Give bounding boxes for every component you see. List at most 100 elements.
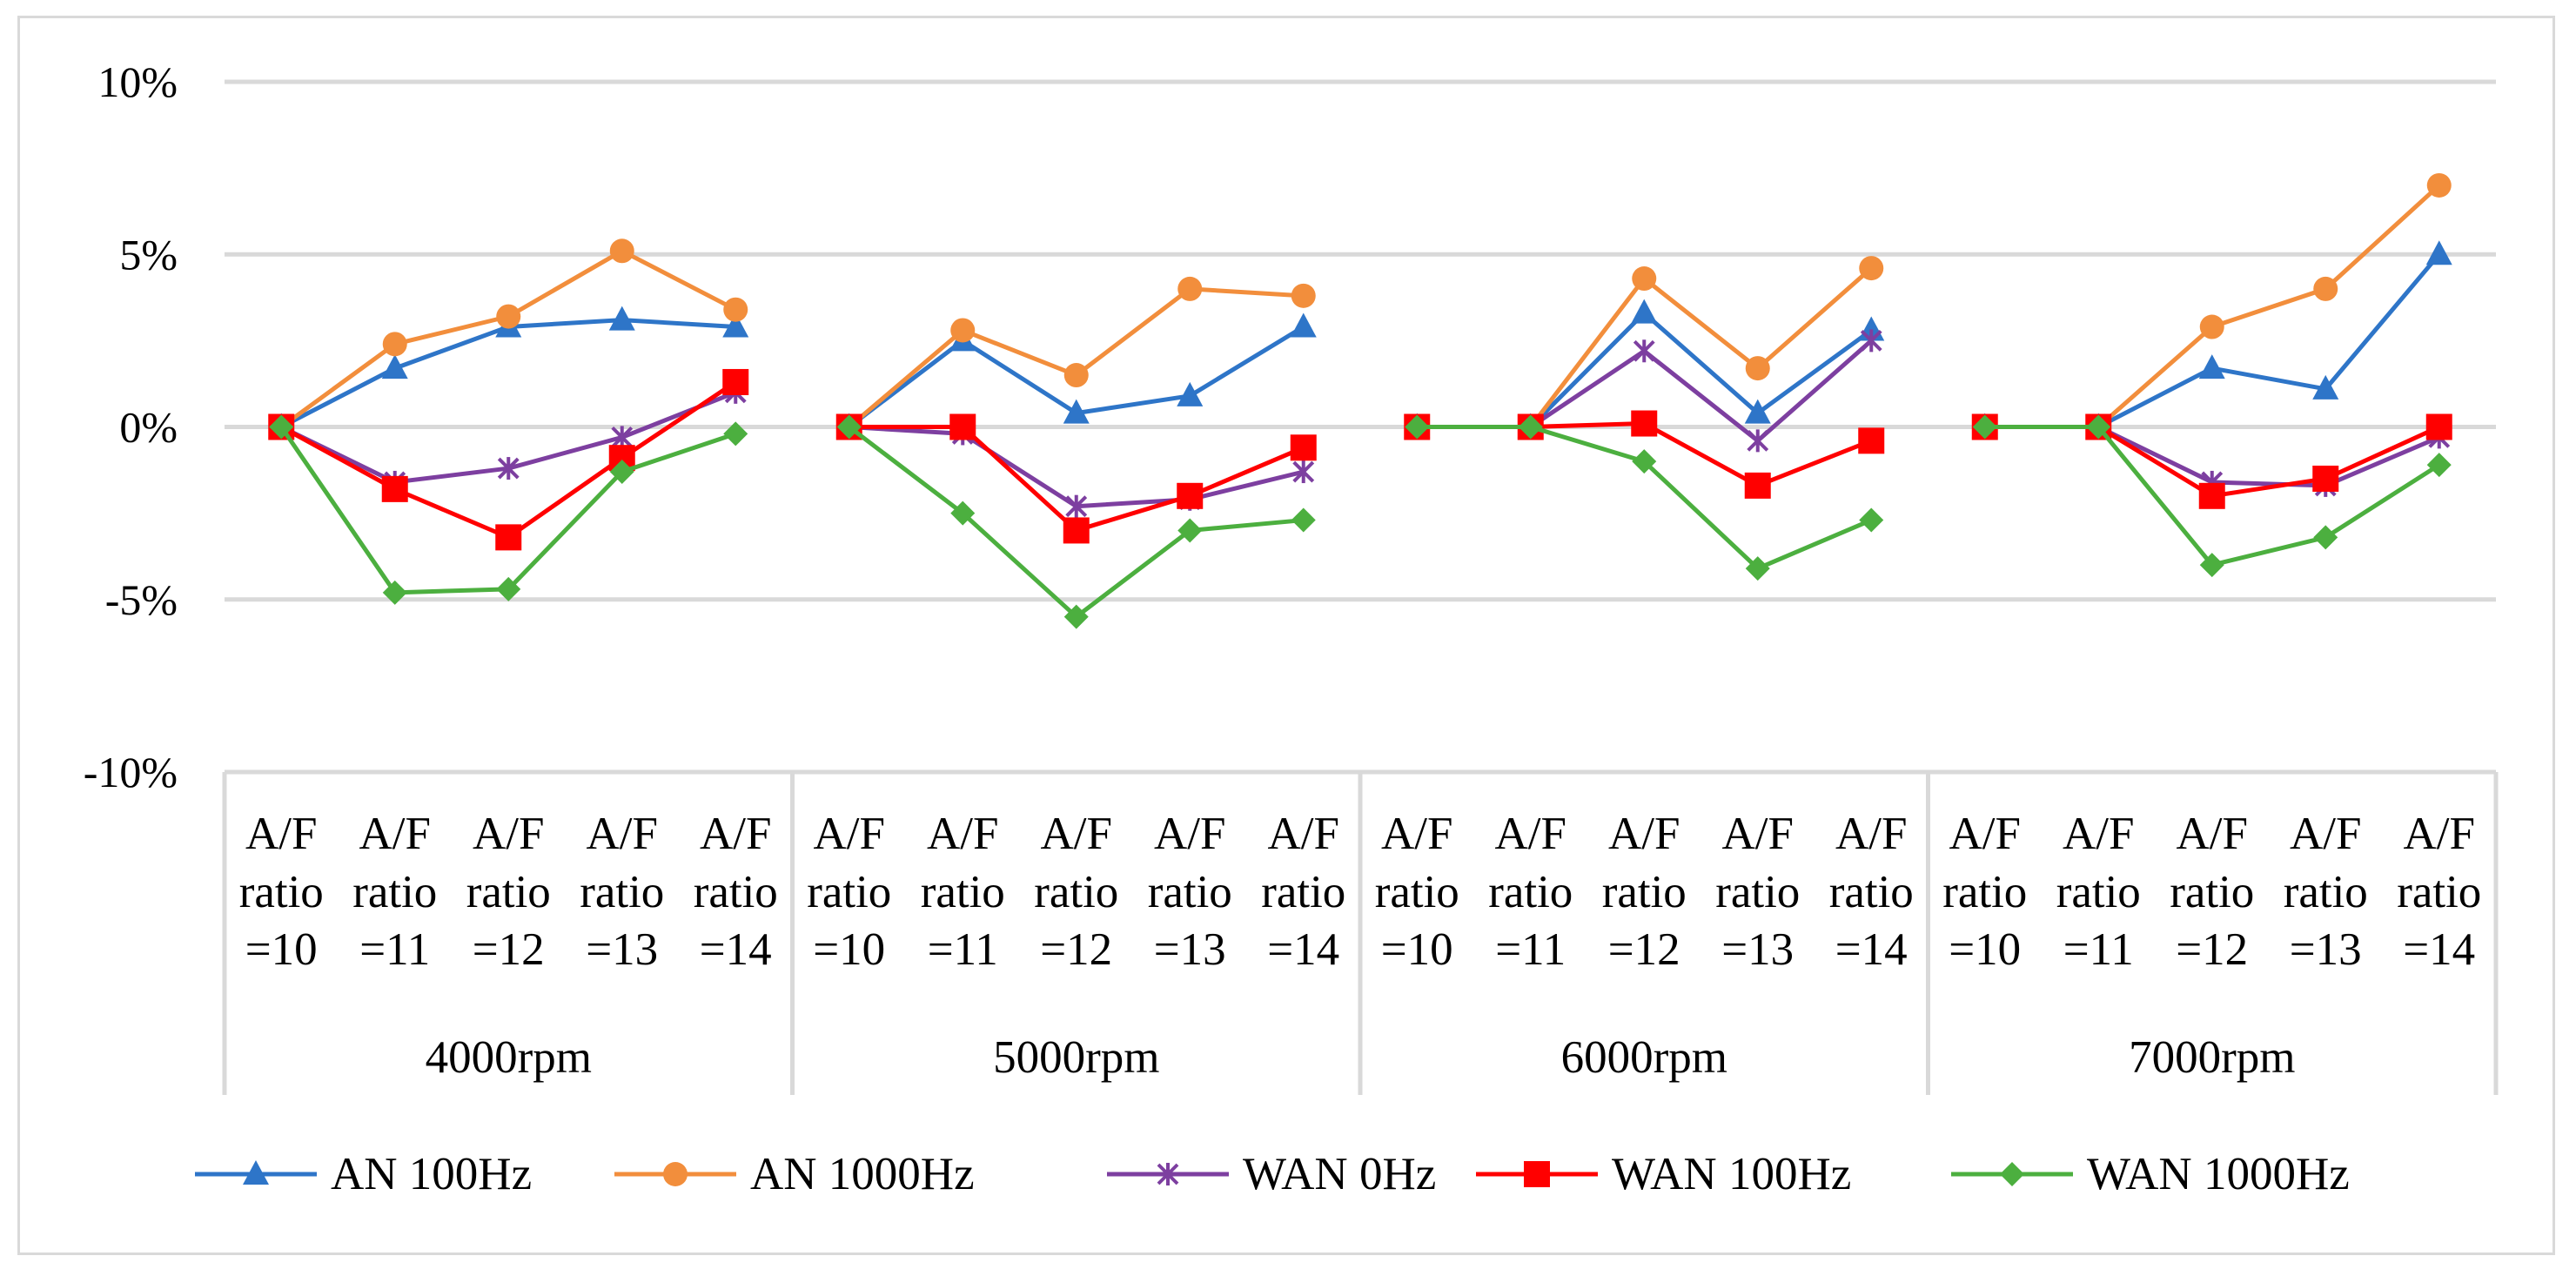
category-tick-label: ratio [2284, 867, 2368, 917]
data-point [1632, 449, 1657, 474]
category-tick-label: =12 [1040, 924, 1112, 975]
category-tick-label: =11 [1495, 924, 1566, 975]
category-tick-label: ratio [1148, 867, 1232, 917]
data-point [2086, 414, 2111, 440]
data-point [608, 306, 635, 331]
category-tick-label: =11 [2063, 924, 2134, 975]
data-point [722, 312, 749, 338]
legend-item: WAN 100Hz [1476, 1149, 1851, 1199]
y-tick-label: 0% [119, 403, 178, 452]
data-point [950, 318, 976, 343]
category-tick-label: ratio [466, 867, 551, 917]
category-tick-label: A/F [1949, 809, 2021, 859]
data-point [1063, 517, 1090, 544]
series-line [279, 248, 737, 429]
category-tick-label: A/F [473, 809, 544, 859]
category-tick-label: =14 [1835, 924, 1908, 975]
data-point [1405, 414, 1430, 440]
data-point [1744, 472, 1771, 499]
category-tick-label: =12 [2176, 924, 2248, 975]
data-point [2313, 525, 2338, 550]
data-point [723, 297, 748, 322]
data-point [2312, 465, 2339, 492]
group-label: 6000rpm [1561, 1032, 1727, 1083]
legend-label: WAN 1000Hz [2087, 1149, 2350, 1199]
data-point [1063, 399, 1090, 424]
y-tick-label: -10% [84, 748, 178, 796]
category-tick-label: A/F [927, 809, 998, 859]
data-point [1745, 556, 1770, 581]
category-tick-label: A/F [2177, 809, 2248, 859]
category-tick-label: ratio [2397, 867, 2481, 917]
legend-marker [2000, 1162, 2024, 1186]
category-tick-label: =12 [473, 924, 545, 975]
legend-label: WAN 0Hz [1243, 1149, 1436, 1199]
category-tick-label: A/F [1268, 809, 1339, 859]
category-tick-label: A/F [245, 809, 317, 859]
data-point [381, 475, 408, 502]
data-point [1177, 276, 1203, 301]
category-tick-label: ratio [921, 867, 1005, 917]
category-tick-label: =13 [1721, 924, 1794, 975]
data-point [2425, 413, 2452, 440]
data-point [609, 460, 634, 485]
category-tick-label: A/F [587, 809, 658, 859]
category-tick-label: A/F [1608, 809, 1680, 859]
data-point [497, 457, 520, 480]
y-axis-ticks: 10% 5% 0% -5% -10% [84, 57, 178, 796]
y-tick-label: -5% [105, 575, 178, 624]
data-point [609, 238, 634, 264]
data-point [1745, 356, 1770, 381]
category-tick-label: ratio [239, 867, 324, 917]
legend-label: WAN 100Hz [1612, 1149, 1851, 1199]
data-point [1631, 410, 1658, 437]
legend-marker [243, 1160, 269, 1185]
y-tick-label: 10% [97, 57, 178, 106]
data-point [950, 500, 976, 526]
data-point [2426, 172, 2452, 198]
category-tick-label: A/F [1381, 809, 1452, 859]
legend-marker [1157, 1163, 1179, 1185]
category-tick-label: =14 [2403, 924, 2475, 975]
y-tick-label: 5% [119, 230, 178, 279]
data-point [1063, 363, 1089, 388]
data-point [1859, 256, 1884, 281]
data-point [1744, 399, 1771, 424]
category-tick-label: =13 [586, 924, 658, 975]
category-tick-label: ratio [1715, 867, 1800, 917]
category-tick-label: =12 [1608, 924, 1680, 975]
category-tick-label: =11 [359, 924, 430, 975]
data-point [2312, 374, 2339, 400]
data-point [1063, 604, 1089, 629]
category-tick-label: ratio [1034, 867, 1118, 917]
category-tick-label: A/F [700, 809, 771, 859]
data-point [1291, 507, 1316, 533]
legend: AN 100Hz AN 1000Hz WAN 0Hz WAN 100Hz WAN 100… [195, 1149, 2350, 1199]
category-tick-label: ratio [1261, 867, 1345, 917]
data-point [381, 354, 408, 379]
data-point [1292, 460, 1315, 484]
data-point [1633, 339, 1655, 363]
data-point [2198, 482, 2225, 509]
data-point [1631, 299, 1658, 324]
data-point [1860, 329, 1882, 353]
data-point [1177, 482, 1204, 509]
category-tick-label: A/F [814, 809, 885, 859]
category-tick-label: A/F [2404, 809, 2475, 859]
category-tick-label: =10 [245, 924, 318, 975]
category-tick-label: =10 [1381, 924, 1453, 975]
series-line [1417, 425, 1873, 571]
data-point [611, 426, 634, 449]
category-tick-label: =10 [813, 924, 885, 975]
data-point [2313, 276, 2338, 301]
category-tick-label: A/F [1495, 809, 1566, 859]
category-tick-label: ratio [352, 867, 437, 917]
category-tick-label: A/F [359, 809, 431, 859]
category-tick-label: =14 [1267, 924, 1339, 975]
category-axis: A/F ratio =10 A/F ratio =11 A/F ratio =12 A/F rati… [222, 772, 2499, 1095]
category-tick-label: ratio [2170, 867, 2254, 917]
data-point [1972, 414, 1997, 440]
legend-marker [1524, 1161, 1550, 1187]
category-tick-label: A/F [1722, 809, 1794, 859]
